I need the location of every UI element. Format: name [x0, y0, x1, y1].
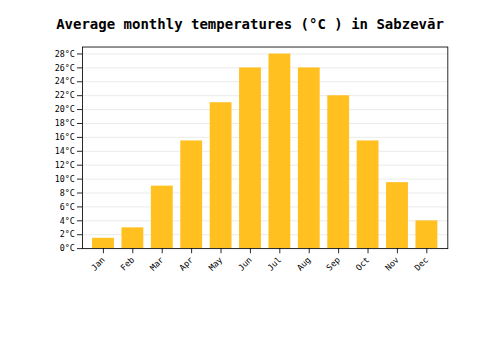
- svg-text:Jun: Jun: [236, 255, 254, 273]
- svg-text:Nov: Nov: [383, 255, 401, 273]
- svg-text:0°C: 0°C: [60, 243, 75, 253]
- svg-text:16°C: 16°C: [55, 132, 75, 142]
- svg-text:14°C: 14°C: [55, 146, 75, 156]
- svg-text:Sep: Sep: [324, 255, 342, 273]
- svg-text:4°C: 4°C: [60, 216, 75, 226]
- svg-text:26°C: 26°C: [55, 63, 75, 73]
- svg-text:Feb: Feb: [118, 255, 136, 273]
- svg-text:8°C: 8°C: [60, 188, 75, 198]
- svg-text:28°C: 28°C: [55, 49, 75, 59]
- svg-text:Jan: Jan: [89, 255, 107, 273]
- svg-text:Oct: Oct: [354, 255, 372, 273]
- svg-text:24°C: 24°C: [55, 76, 75, 86]
- svg-text:May: May: [207, 255, 225, 273]
- html-text:Average monthly temperatures (: Average monthly temperatures (°C ) in Sa…: [56, 16, 444, 32]
- svg-text:Aug: Aug: [295, 255, 313, 273]
- svg-text:20°C: 20°C: [55, 104, 75, 114]
- svg-text:10°C: 10°C: [55, 174, 75, 184]
- svg-text:2°C: 2°C: [60, 229, 75, 239]
- svg-text:6°C: 6°C: [60, 202, 75, 212]
- svg-text:Jul: Jul: [265, 255, 283, 273]
- svg-text:18°C: 18°C: [55, 118, 75, 128]
- svg-text:12°C: 12°C: [55, 160, 75, 170]
- svg-text:Apr: Apr: [177, 255, 195, 273]
- svg-text:Dec: Dec: [412, 255, 430, 273]
- svg-text:Mar: Mar: [148, 255, 166, 273]
- svg-text:22°C: 22°C: [55, 90, 75, 100]
